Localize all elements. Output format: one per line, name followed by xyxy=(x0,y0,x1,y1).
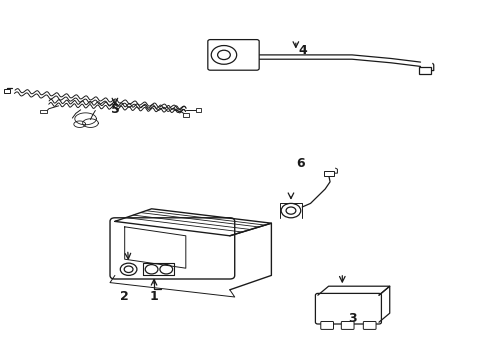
FancyBboxPatch shape xyxy=(341,321,353,329)
FancyBboxPatch shape xyxy=(40,110,47,113)
FancyBboxPatch shape xyxy=(4,89,10,93)
Text: 6: 6 xyxy=(296,157,305,170)
Text: 5: 5 xyxy=(110,103,119,116)
FancyBboxPatch shape xyxy=(207,40,259,70)
FancyBboxPatch shape xyxy=(195,108,201,112)
FancyBboxPatch shape xyxy=(320,321,333,329)
Text: 2: 2 xyxy=(120,291,129,303)
Text: 1: 1 xyxy=(149,291,158,303)
FancyBboxPatch shape xyxy=(418,67,430,74)
Text: 3: 3 xyxy=(347,312,356,325)
FancyBboxPatch shape xyxy=(315,293,381,324)
Text: 4: 4 xyxy=(298,44,307,57)
FancyBboxPatch shape xyxy=(363,321,375,329)
FancyBboxPatch shape xyxy=(183,113,189,117)
FancyBboxPatch shape xyxy=(323,171,334,176)
FancyBboxPatch shape xyxy=(110,218,234,279)
